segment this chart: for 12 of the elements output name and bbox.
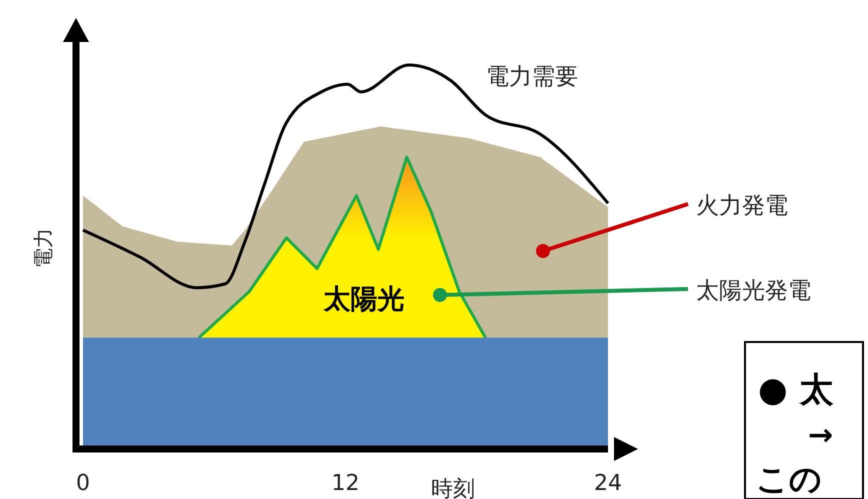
text: → — [808, 418, 834, 453]
x-tick-label: 24 — [594, 471, 622, 496]
text: この — [756, 460, 822, 498]
x-tick-label: 12 — [332, 471, 360, 496]
series-label: 電力需要 — [486, 64, 578, 90]
x-axis-title: 時刻 — [431, 477, 475, 499]
y-axis-title: 電力 — [31, 228, 55, 268]
annotation: 太陽光 — [322, 284, 404, 315]
text: 太陽光発電 — [696, 278, 811, 304]
x-tick-label: 0 — [76, 471, 90, 496]
text: ● 太 — [758, 370, 835, 410]
text: 火力発電 — [696, 193, 788, 219]
